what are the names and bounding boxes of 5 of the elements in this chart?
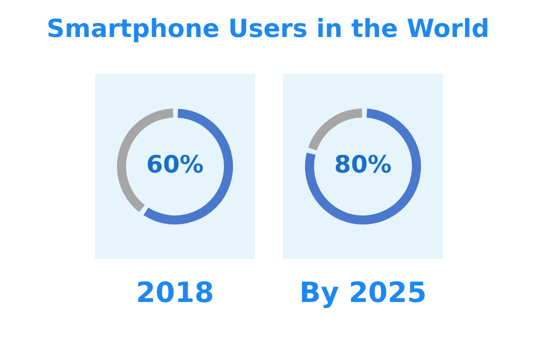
chart-title: Smartphone Users in the World <box>46 14 490 43</box>
text: By 2025 <box>298 276 428 309</box>
data-label: 60% <box>146 150 204 179</box>
data-label: 80% <box>334 150 392 179</box>
text: 2018 <box>135 276 215 309</box>
